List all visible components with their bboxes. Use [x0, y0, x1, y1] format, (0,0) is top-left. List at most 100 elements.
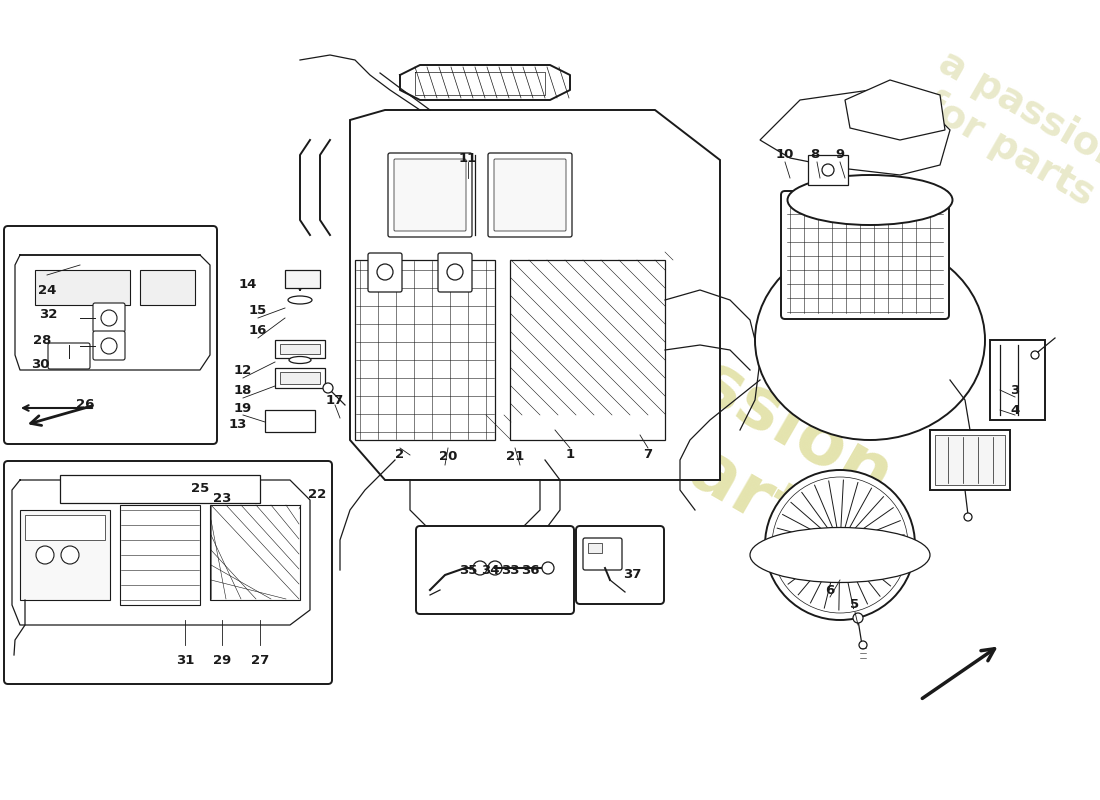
Text: 36: 36: [520, 563, 539, 577]
Bar: [990, 340, 1045, 420]
Text: 13: 13: [229, 418, 248, 431]
Circle shape: [447, 264, 463, 280]
Text: 22: 22: [308, 489, 326, 502]
Bar: [280, 372, 320, 384]
Bar: [120, 505, 200, 605]
Text: 30: 30: [31, 358, 50, 371]
Bar: [275, 368, 324, 388]
Polygon shape: [350, 110, 720, 480]
Ellipse shape: [289, 357, 311, 363]
FancyBboxPatch shape: [94, 331, 125, 360]
Polygon shape: [760, 90, 950, 175]
Circle shape: [101, 310, 117, 326]
Text: 31: 31: [176, 654, 195, 666]
FancyBboxPatch shape: [4, 461, 332, 684]
Bar: [140, 270, 195, 305]
Text: 37: 37: [623, 569, 641, 582]
Text: 8: 8: [811, 149, 819, 162]
Text: 16: 16: [249, 323, 267, 337]
FancyBboxPatch shape: [781, 191, 949, 319]
Bar: [275, 340, 324, 358]
Text: 3: 3: [1011, 383, 1020, 397]
Text: 1: 1: [565, 449, 574, 462]
Ellipse shape: [288, 296, 312, 304]
Text: 18: 18: [234, 383, 252, 397]
Bar: [35, 270, 130, 305]
Text: a passion
for parts: a passion for parts: [495, 259, 904, 581]
FancyBboxPatch shape: [494, 159, 566, 231]
Text: 29: 29: [213, 654, 231, 666]
Text: 15: 15: [249, 303, 267, 317]
Bar: [210, 505, 300, 600]
FancyBboxPatch shape: [583, 538, 621, 570]
FancyBboxPatch shape: [438, 253, 472, 292]
Bar: [25, 515, 104, 540]
Bar: [355, 260, 495, 440]
Circle shape: [542, 562, 554, 574]
Text: 12: 12: [234, 363, 252, 377]
Bar: [280, 344, 320, 354]
Polygon shape: [845, 80, 945, 140]
Text: 5: 5: [850, 598, 859, 611]
Bar: [930, 430, 1010, 490]
Text: 26: 26: [76, 398, 95, 411]
FancyBboxPatch shape: [388, 153, 472, 237]
Text: 23: 23: [212, 491, 231, 505]
Text: 7: 7: [644, 449, 652, 462]
Circle shape: [377, 264, 393, 280]
Text: 35: 35: [459, 563, 477, 577]
Circle shape: [488, 561, 502, 575]
Circle shape: [36, 546, 54, 564]
Bar: [20, 510, 110, 600]
Text: a passion
for parts: a passion for parts: [910, 42, 1100, 218]
Text: 19: 19: [234, 402, 252, 414]
FancyBboxPatch shape: [48, 343, 90, 369]
Text: 17: 17: [326, 394, 344, 406]
Circle shape: [822, 164, 834, 176]
Text: 27: 27: [251, 654, 270, 666]
Bar: [265, 410, 315, 432]
Bar: [808, 155, 848, 185]
Text: 2: 2: [395, 449, 405, 462]
Circle shape: [764, 470, 915, 620]
FancyBboxPatch shape: [4, 226, 217, 444]
Text: 28: 28: [33, 334, 52, 346]
Circle shape: [101, 338, 117, 354]
Ellipse shape: [755, 240, 984, 440]
Circle shape: [772, 477, 908, 613]
FancyBboxPatch shape: [576, 526, 664, 604]
Circle shape: [964, 513, 972, 521]
Text: 14: 14: [239, 278, 257, 291]
Bar: [60, 475, 260, 503]
FancyBboxPatch shape: [94, 303, 125, 332]
Text: 25: 25: [191, 482, 209, 494]
Bar: [510, 260, 666, 440]
Text: 4: 4: [1011, 403, 1020, 417]
Circle shape: [60, 546, 79, 564]
Text: 11: 11: [459, 151, 477, 165]
Text: 32: 32: [39, 309, 57, 322]
Circle shape: [323, 383, 333, 393]
Text: 10: 10: [776, 149, 794, 162]
Text: 6: 6: [825, 583, 835, 597]
Text: 21: 21: [506, 450, 524, 462]
FancyBboxPatch shape: [368, 253, 402, 292]
Circle shape: [859, 641, 867, 649]
Circle shape: [1031, 351, 1040, 359]
FancyBboxPatch shape: [394, 159, 466, 231]
Circle shape: [473, 561, 487, 575]
Circle shape: [296, 281, 304, 289]
Ellipse shape: [750, 527, 930, 582]
Circle shape: [832, 537, 848, 553]
Text: 24: 24: [37, 283, 56, 297]
Circle shape: [852, 613, 864, 623]
Text: 34: 34: [481, 563, 499, 577]
Bar: [588, 543, 602, 553]
Text: 33: 33: [500, 563, 519, 577]
FancyBboxPatch shape: [488, 153, 572, 237]
Text: 20: 20: [439, 450, 458, 462]
Ellipse shape: [788, 175, 953, 225]
FancyBboxPatch shape: [416, 526, 574, 614]
Circle shape: [824, 529, 856, 561]
Text: 9: 9: [835, 149, 845, 162]
